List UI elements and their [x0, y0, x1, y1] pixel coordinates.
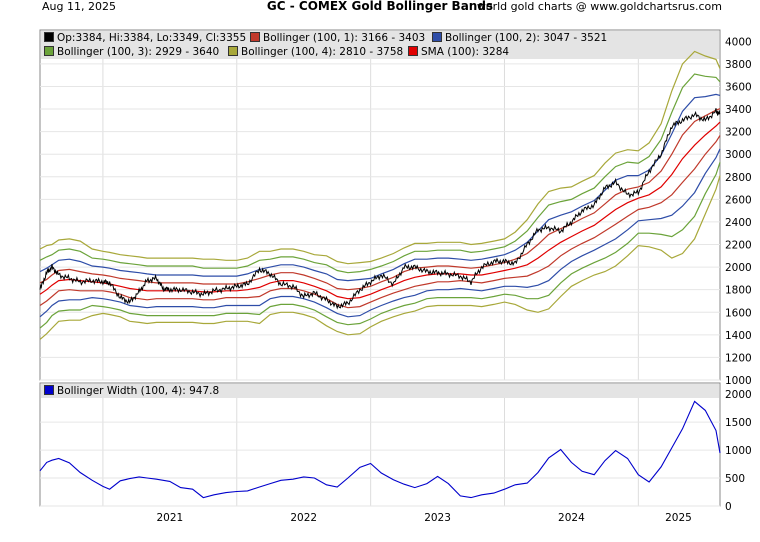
price-ytick-1200: 1200: [725, 352, 752, 364]
price-ytick-3400: 3400: [725, 104, 752, 116]
price-ytick-3000: 3000: [725, 149, 752, 161]
xtick-2023: 2023: [424, 512, 451, 524]
price-ytick-2800: 2800: [725, 172, 752, 184]
xtick-2025: 2025: [665, 512, 692, 524]
bollinger-width-line: [39, 400, 721, 499]
legend-bollinger-2: Bollinger (100, 2): 3047 - 3521: [432, 32, 607, 44]
price-ytick-2200: 2200: [725, 240, 752, 252]
price-ytick-1400: 1400: [725, 330, 752, 342]
price-legend-band: [41, 31, 719, 59]
legend-bollinger-4: Bollinger (100, 4): 2810 - 3758: [228, 46, 403, 58]
legend-label-bollinger-2: Bollinger (100, 2): 3047 - 3521: [445, 32, 608, 44]
bollinger-1-upper-line: [39, 108, 721, 291]
price-ytick-4000: 4000: [725, 36, 752, 48]
legend-ohlc: Op:3384, Hi:3384, Lo:3349, Cl:3355: [44, 32, 246, 44]
bollinger-1-lower-line: [39, 135, 721, 309]
width-ytick-1500: 1500: [725, 417, 752, 429]
price-ytick-2400: 2400: [725, 217, 752, 229]
legend-label-bollinger-3: Bollinger (100, 3): 2929 - 3640: [57, 46, 220, 58]
legend-bollinger-3: Bollinger (100, 3): 2929 - 3640: [44, 46, 219, 58]
legend-swatch-ohlc: [44, 32, 54, 42]
legend-sma: SMA (100): 3284: [408, 46, 509, 58]
sma-line: [39, 121, 721, 300]
price-ytick-3800: 3800: [725, 59, 752, 71]
legend-bollinger-width: Bollinger Width (100, 4): 947.8: [44, 385, 219, 397]
bollinger-4-lower-line: [39, 175, 721, 340]
chart-title: GC - COMEX Gold Bollinger Bands: [266, 0, 494, 13]
xtick-2024: 2024: [558, 512, 585, 524]
price-ytick-3600: 3600: [725, 81, 752, 93]
legend-bollinger-1: Bollinger (100, 1): 3166 - 3403: [250, 32, 425, 44]
legend-swatch-bollinger-2: [432, 32, 442, 42]
price-line: [39, 108, 721, 310]
bollinger-3-lower-line: [39, 162, 721, 329]
bollinger-3-upper-line: [39, 73, 721, 274]
legend-swatch-bollinger-1: [250, 32, 260, 42]
chart-date: Aug 11, 2025: [42, 0, 116, 13]
price-ytick-1600: 1600: [725, 307, 752, 319]
legend-swatch-bollinger-width: [44, 385, 54, 395]
price-ytick-1800: 1800: [725, 285, 752, 297]
legend-label-bollinger-1: Bollinger (100, 1): 3166 - 3403: [263, 32, 426, 44]
width-ytick-0: 0: [725, 501, 732, 513]
bollinger-2-lower-line: [39, 148, 721, 318]
price-ytick-2000: 2000: [725, 262, 752, 274]
legend-label-bollinger-4: Bollinger (100, 4): 2810 - 3758: [241, 46, 404, 58]
xtick-2022: 2022: [290, 512, 317, 524]
legend-label-ohlc: Op:3384, Hi:3384, Lo:3349, Cl:3355: [57, 32, 247, 44]
legend-label-bollinger-width: Bollinger Width (100, 4): 947.8: [57, 385, 220, 397]
width-ytick-1000: 1000: [725, 445, 752, 457]
legend-swatch-bollinger-4: [228, 46, 238, 56]
price-ytick-2600: 2600: [725, 194, 752, 206]
width-legend-band: [41, 384, 719, 398]
legend-label-sma: SMA (100): 3284: [421, 46, 510, 58]
width-ytick-500: 500: [725, 473, 745, 485]
legend-swatch-bollinger-3: [44, 46, 54, 56]
price-ytick-3200: 3200: [725, 127, 752, 139]
legend-swatch-sma: [408, 46, 418, 56]
bollinger-2-upper-line: [39, 93, 721, 282]
xtick-2021: 2021: [156, 512, 183, 524]
chart-source: world gold charts @ www.goldchartsrus.co…: [476, 0, 722, 13]
price-ytick-1000: 1000: [725, 375, 752, 387]
bollinger-4-upper-line: [39, 50, 721, 265]
price-panel-frame: [39, 29, 721, 381]
width-panel-frame: [39, 382, 721, 507]
width-ytick-2000: 2000: [725, 389, 752, 401]
